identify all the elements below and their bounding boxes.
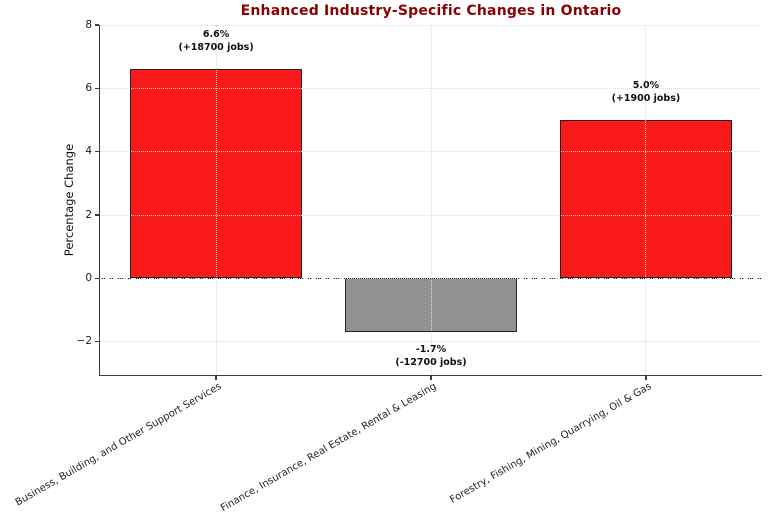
v-gridline (645, 25, 647, 375)
annotation-jobs: (+1900 jobs) (611, 92, 681, 104)
y-tick-label: −2 (76, 335, 92, 348)
y-tick (95, 277, 99, 279)
chart-title: Enhanced Industry-Specific Changes in On… (240, 3, 622, 19)
x-tick (430, 376, 432, 380)
annotation-jobs: (-12700 jobs) (395, 356, 467, 368)
bar-annotation: 6.6% (+18700 jobs) (126, 29, 306, 54)
y-tick (95, 87, 99, 89)
annotation-jobs: (+18700 jobs) (178, 41, 254, 53)
y-tick-label: 8 (85, 18, 92, 31)
y-tick-label: 2 (85, 208, 92, 221)
x-tick (215, 376, 217, 380)
y-tick-label: 4 (85, 145, 92, 158)
annotation-percent: 6.6% (202, 29, 230, 41)
y-tick (95, 214, 99, 216)
y-tick-label: 0 (85, 271, 92, 284)
y-tick (95, 24, 99, 26)
v-gridline (430, 25, 432, 375)
annotation-percent: 5.0% (632, 80, 660, 92)
y-tick-label: 6 (85, 81, 92, 94)
bar-annotation: -1.7% (-12700 jobs) (341, 344, 521, 369)
y-tick (95, 151, 99, 153)
bar-annotation: 5.0% (+1900 jobs) (556, 80, 736, 105)
x-tick (645, 376, 647, 380)
v-gridline (215, 25, 217, 375)
y-tick (95, 341, 99, 343)
annotation-percent: -1.7% (415, 344, 447, 356)
x-tick-label: Business, Building, and Other Support Se… (13, 381, 224, 509)
x-axis-spine (99, 375, 762, 377)
y-axis-spine (99, 25, 101, 375)
